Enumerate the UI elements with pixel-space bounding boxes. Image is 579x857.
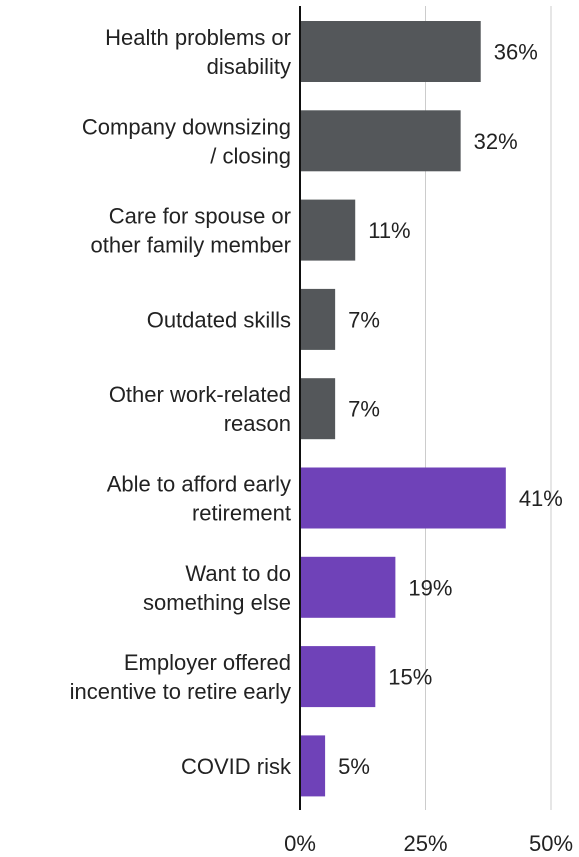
value-label-8: 5% xyxy=(338,754,370,779)
x-tick-label-25: 25% xyxy=(403,831,447,856)
category-label-0: Health problems or disability xyxy=(105,25,291,79)
category-label-1: Company downsizing / closing xyxy=(82,114,291,168)
category-label-line: something else xyxy=(143,590,291,615)
category-label-line: COVID risk xyxy=(181,754,292,779)
category-label-line: Health problems or xyxy=(105,25,291,50)
value-label-7: 15% xyxy=(388,665,432,690)
category-label-line: retirement xyxy=(192,501,291,526)
value-label-0: 36% xyxy=(494,40,538,65)
bar-8 xyxy=(300,735,326,797)
category-label-line: Outdated skills xyxy=(147,307,291,332)
bar-3 xyxy=(300,288,336,350)
bars-layer xyxy=(300,21,506,797)
category-label-line: Want to do xyxy=(185,561,291,586)
category-label-line: reason xyxy=(224,411,291,436)
value-label-2: 11% xyxy=(368,218,410,243)
bar-4 xyxy=(300,378,336,440)
category-label-line: / closing xyxy=(210,143,291,168)
category-label-7: Employer offered incentive to retire earl… xyxy=(70,650,291,704)
category-label-line: Company downsizing xyxy=(82,114,291,139)
category-label-8: COVID risk xyxy=(181,754,292,779)
category-label-line: incentive to retire early xyxy=(70,679,291,704)
value-label-6: 19% xyxy=(408,575,452,600)
category-label-3: Outdated skills xyxy=(147,307,291,332)
category-label-5: Able to afford early retirement xyxy=(107,472,291,526)
category-label-line: Other work-related xyxy=(109,382,291,407)
category-label-line: other family member xyxy=(90,233,291,258)
bar-1 xyxy=(300,110,461,172)
category-label-line: Care for spouse or xyxy=(109,204,291,229)
bar-2 xyxy=(300,199,356,261)
category-label-2: Care for spouse or other family member xyxy=(90,204,291,258)
labels-layer: 36% Health problems or disability 32% Compan… xyxy=(70,25,563,779)
category-label-line: disability xyxy=(207,54,291,79)
value-label-4: 7% xyxy=(348,397,380,422)
axis-layer: 0% 25% 50% xyxy=(284,6,573,856)
category-label-line: Able to afford early xyxy=(107,472,291,497)
value-label-5: 41% xyxy=(519,486,563,511)
x-tick-label-50: 50% xyxy=(529,831,573,856)
x-tick-label-0: 0% xyxy=(284,831,316,856)
bar-0 xyxy=(300,21,481,82)
category-label-4: Other work-related reason xyxy=(109,382,291,436)
value-label-1: 32% xyxy=(474,129,518,154)
value-label-3: 7% xyxy=(348,307,380,332)
bar-7 xyxy=(300,646,376,708)
bar-5 xyxy=(300,467,506,529)
category-label-line: Employer offered xyxy=(124,650,291,675)
bar-6 xyxy=(300,556,396,618)
category-label-6: Want to do something else xyxy=(143,561,291,615)
